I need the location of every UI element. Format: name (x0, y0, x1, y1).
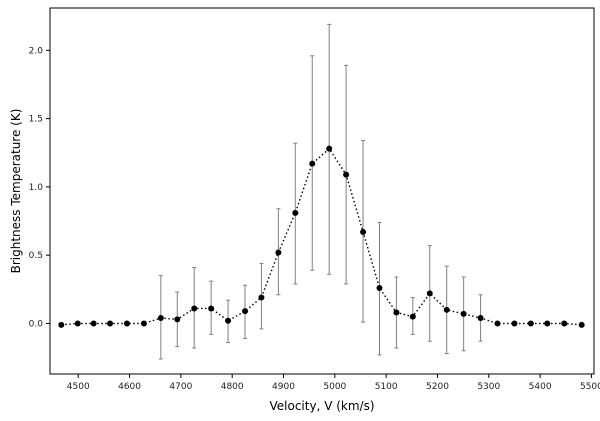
data-point (140, 320, 147, 327)
data-point (258, 294, 265, 301)
x-tick-label: 4900 (272, 382, 295, 392)
y-axis-ticks: 0.0 0.5 1.0 1.5 2.0 (29, 46, 50, 329)
x-tick-label: 4800 (221, 382, 244, 392)
data-point (343, 171, 350, 178)
data-point (174, 316, 181, 323)
data-point (544, 320, 551, 327)
data-point (477, 315, 484, 322)
series-line (61, 147, 582, 326)
y-tick-label: 1.0 (29, 183, 44, 193)
data-point (426, 290, 433, 297)
y-axis-label: Brightness Temperature (K) (9, 109, 23, 274)
x-tick-label: 4600 (118, 382, 141, 392)
data-point (393, 309, 400, 316)
data-point (527, 320, 534, 327)
y-tick-label: 2.0 (29, 46, 44, 56)
x-tick-label: 5100 (375, 382, 398, 392)
data-point (74, 320, 81, 327)
data-point (561, 320, 568, 327)
data-point (376, 284, 383, 291)
data-point (275, 249, 282, 256)
data-point (242, 308, 249, 315)
x-tick-label: 4500 (67, 382, 90, 392)
data-point (90, 320, 97, 327)
data-points (58, 145, 585, 328)
data-point (443, 306, 450, 313)
data-point (494, 320, 501, 327)
data-point (460, 310, 467, 317)
data-point (409, 313, 416, 320)
data-point (107, 320, 114, 327)
data-point (360, 228, 367, 235)
x-tick-label: 5400 (529, 382, 552, 392)
data-point (292, 209, 299, 216)
data-point (326, 145, 333, 152)
data-point (123, 320, 130, 327)
data-point (309, 160, 316, 167)
data-point (225, 317, 232, 324)
data-point (58, 321, 65, 328)
data-point (157, 315, 164, 322)
y-tick-label: 0.0 (29, 319, 44, 329)
x-tick-label: 5200 (426, 382, 449, 392)
x-tick-label: 5300 (477, 382, 500, 392)
data-point (191, 305, 198, 312)
error-bars (158, 23, 483, 360)
x-axis-label: Velocity, V (km/s) (269, 399, 374, 413)
data-point (208, 305, 215, 312)
x-tick-label: 5000 (323, 382, 346, 392)
y-tick-label: 1.5 (29, 115, 43, 125)
plot-frame (49, 7, 595, 375)
data-point (511, 320, 518, 327)
y-tick-label: 0.5 (29, 251, 43, 261)
x-tick-label: 4700 (169, 382, 192, 392)
x-axis-ticks: 4500 4600 4700 4800 4900 5000 5100 5200 5300 5400… (67, 374, 600, 392)
data-point (578, 321, 585, 328)
